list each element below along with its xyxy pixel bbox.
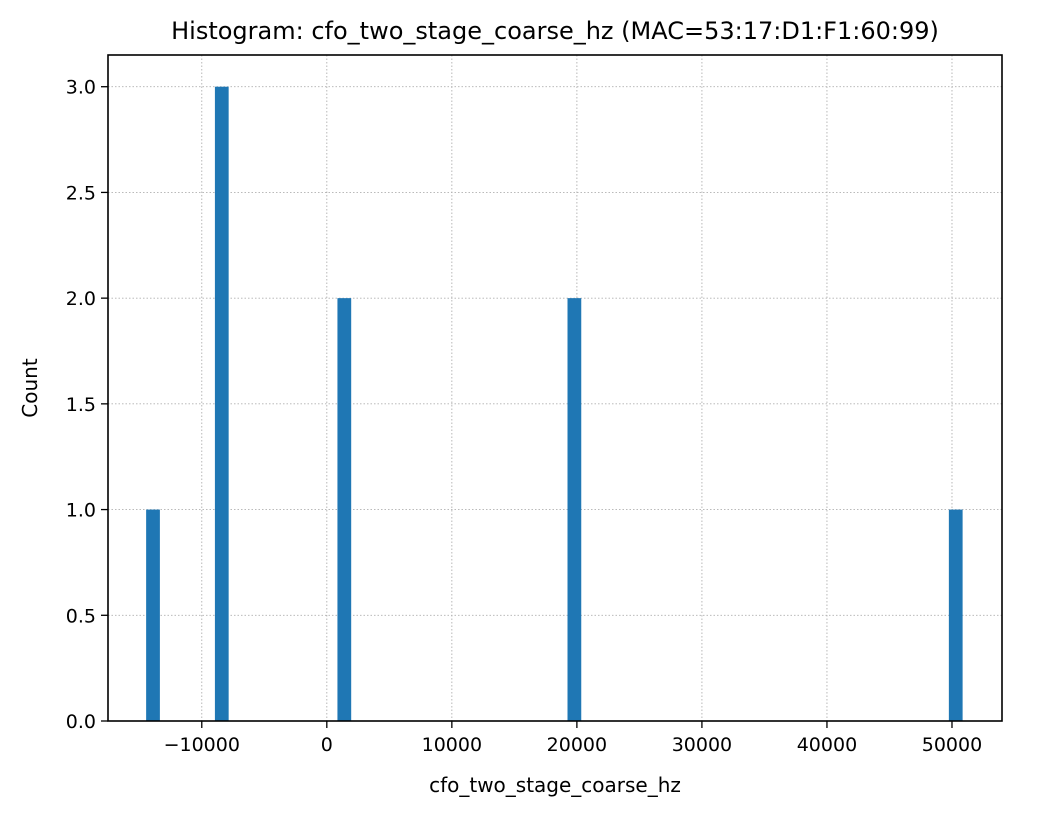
plot-frame xyxy=(107,54,1003,722)
x-tick-label-6: 50000 xyxy=(922,734,982,756)
x-tick-label-1: 0 xyxy=(321,734,333,756)
grid-layer xyxy=(108,55,1002,722)
chart-title: Histogram: cfo_two_stage_coarse_hz (MAC=… xyxy=(171,17,939,45)
x-tick-label-4: 30000 xyxy=(672,734,732,756)
histogram-bar-1 xyxy=(214,86,229,721)
bars-layer xyxy=(146,86,963,721)
y-tick-label-1: 0.5 xyxy=(66,605,96,627)
ticks-layer: −10000 0 10000 20000 30000 40000 50000 0.0 0.5 1.… xyxy=(66,77,982,756)
x-axis-label: cfo_two_stage_coarse_hz xyxy=(429,773,681,797)
y-tick-label-5: 2.5 xyxy=(66,182,96,204)
x-tick-label-0: −10000 xyxy=(164,734,240,756)
x-tick-label-5: 40000 xyxy=(797,734,857,756)
y-tick-label-3: 1.5 xyxy=(66,394,96,416)
histogram-bar-2 xyxy=(337,298,352,721)
y-tick-label-4: 2.0 xyxy=(66,288,96,310)
histogram-bar-0 xyxy=(146,509,160,721)
x-tick-label-3: 20000 xyxy=(547,734,607,756)
histogram-bar-3 xyxy=(567,298,582,721)
y-tick-label-0: 0.0 xyxy=(66,711,96,733)
y-tick-label-2: 1.0 xyxy=(66,500,96,522)
x-tick-label-2: 10000 xyxy=(422,734,482,756)
histogram-bar-4 xyxy=(948,509,963,721)
y-axis-label: Count xyxy=(18,358,42,418)
y-tick-label-6: 3.0 xyxy=(66,77,96,99)
